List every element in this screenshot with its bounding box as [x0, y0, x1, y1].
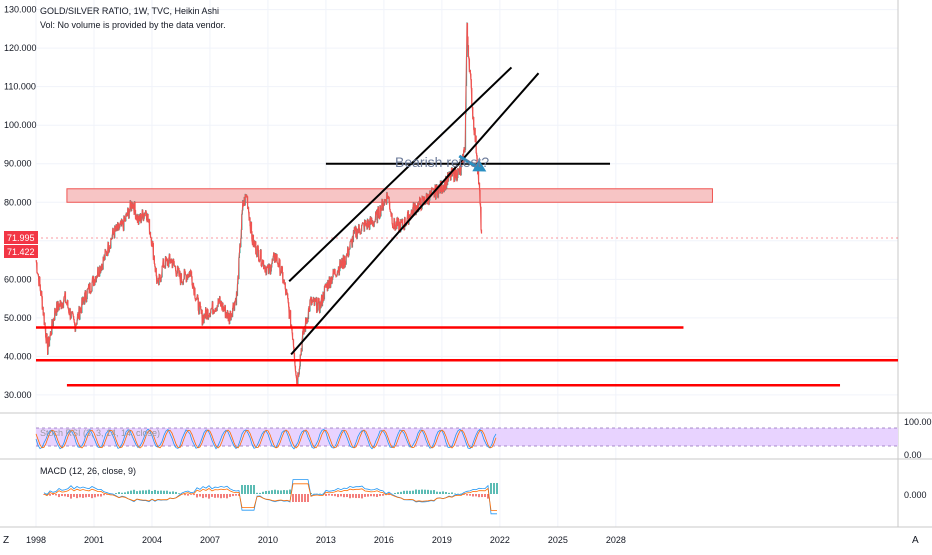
- arrow-icon: [458, 154, 487, 172]
- bearish-retest-annotation[interactable]: Bearish retest?: [395, 154, 489, 170]
- x-tick-label: 2022: [490, 535, 510, 545]
- rsi-label: Stoch RSI (3, 3, 14, 14, close): [40, 428, 160, 438]
- timezone-icon[interactable]: Z: [3, 535, 9, 546]
- time-axis-ticks: 1998 2001 2004 2007 2010 2013 2016 2019 2022 2025…: [26, 535, 626, 545]
- price-tag-last-text: 71.995: [7, 233, 35, 243]
- trend-line: [288, 66, 513, 282]
- trend-line: [290, 72, 540, 356]
- x-tick-label: 2004: [142, 535, 162, 545]
- x-tick-label: 2025: [548, 535, 568, 545]
- y-tick-label: 80.000: [4, 197, 32, 207]
- price-tag-alt: [4, 245, 38, 258]
- x-tick-label: 2016: [374, 535, 394, 545]
- x-tick-label: 2007: [200, 535, 220, 545]
- price-tag-last: [4, 231, 38, 244]
- x-tick-label: 2010: [258, 535, 278, 545]
- y-tick-label: 60.000: [4, 274, 32, 284]
- y-tick-label: 90.000: [4, 159, 32, 169]
- macd-label: MACD (12, 26, close, 9): [40, 466, 136, 476]
- macd-signal-line: [43, 483, 497, 511]
- price-series-line: [35, 22, 482, 387]
- price-axis-ticks: 30.00040.00050.00060.00070.00080.00090.0…: [4, 5, 37, 400]
- x-tick-label: 1998: [26, 535, 46, 545]
- y-tick-label: 40.000: [4, 351, 32, 361]
- chart-subtitle: Vol: No volume is provided by the data v…: [40, 20, 226, 30]
- y-tick-label: 120.000: [4, 43, 37, 53]
- x-tick-label: 2013: [316, 535, 336, 545]
- price-tag-alt-text: 71.422: [7, 247, 35, 257]
- y-tick-label: 100.000: [4, 120, 37, 130]
- trend-lines[interactable]: [288, 66, 611, 356]
- y-tick-label: 110.000: [4, 82, 36, 92]
- x-tick-label: 2028: [606, 535, 626, 545]
- rsi-axis-100: 100.00: [904, 417, 932, 427]
- x-tick-label: 2019: [432, 535, 452, 545]
- x-tick-label: 2001: [84, 535, 104, 545]
- y-tick-label: 30.000: [4, 390, 32, 400]
- chart-title: GOLD/SILVER RATIO, 1W, TVC, Heikin Ashi: [40, 6, 219, 16]
- y-tick-label: 50.000: [4, 313, 32, 323]
- support-lines[interactable]: [36, 326, 898, 387]
- macd-histogram: [43, 483, 498, 502]
- y-tick-label: 130.000: [4, 5, 37, 15]
- rsi-axis-0: 0.00: [904, 450, 922, 460]
- auto-scale-icon[interactable]: A: [912, 535, 919, 546]
- macd-axis-zero: 0.000: [904, 490, 927, 500]
- macd-line: [43, 479, 497, 515]
- rsi-d-line: [35, 429, 497, 449]
